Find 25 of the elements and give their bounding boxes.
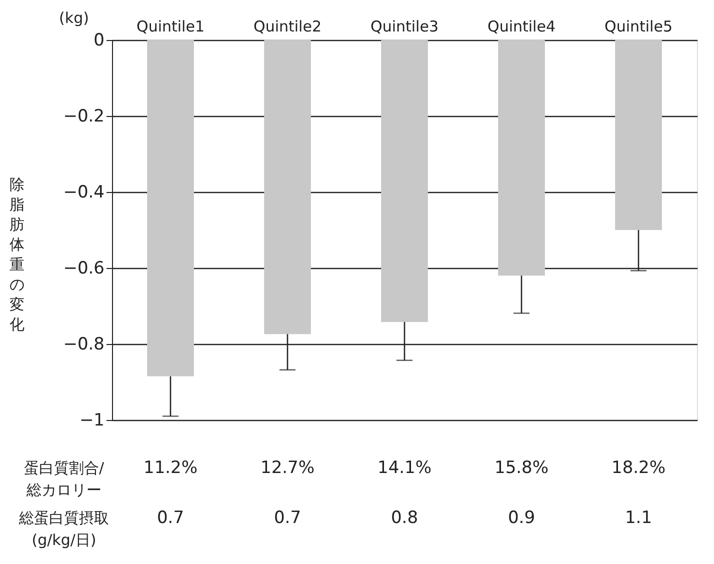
text: 0.9 [508, 508, 536, 528]
text: 11.2% [143, 458, 198, 478]
text: 0.8 [390, 508, 418, 528]
y-tick-label: 0 [94, 30, 104, 50]
y-axis-title: 除脂肪体重の変化 [10, 175, 24, 334]
y-tick-label: −0.2 [63, 106, 104, 126]
y-tick-label: −1 [79, 410, 104, 430]
text: 1.1 [624, 508, 652, 528]
x-tick-label: Quintile2 [254, 18, 322, 36]
x-tick-label: Quintile3 [370, 18, 438, 36]
text: (kg) [59, 9, 89, 27]
x-tick-label: Quintile5 [604, 18, 672, 36]
text: 15.8% [494, 458, 549, 478]
text: 蛋白質割合/ 総カロリー [24, 459, 105, 499]
text: 0.7 [274, 508, 302, 528]
text: 12.7% [260, 458, 315, 478]
text: 0.7 [156, 508, 184, 528]
text: 18.2% [611, 458, 666, 478]
y-tick-label: −0.8 [63, 334, 104, 354]
y-tick-label: −0.6 [63, 258, 104, 278]
x-tick-label: Quintile4 [488, 18, 556, 36]
y-tick-label: −0.4 [63, 182, 104, 202]
x-tick-label: Quintile1 [136, 18, 204, 36]
text: 総蛋白質摂取 (g/kg/日) [18, 509, 109, 549]
text: 14.1% [377, 458, 432, 478]
